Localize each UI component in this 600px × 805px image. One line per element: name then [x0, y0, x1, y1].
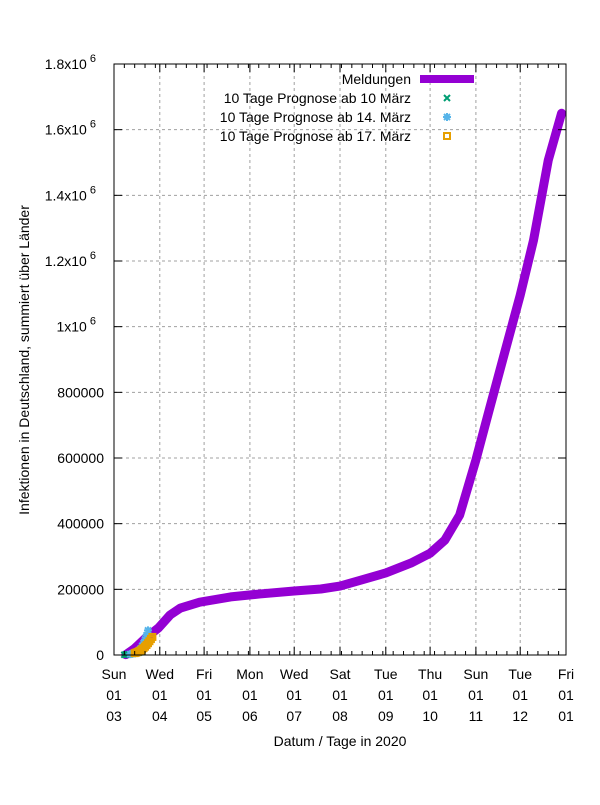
y-tick-label: 0 — [96, 647, 104, 663]
x-tick-label: Tue — [374, 666, 398, 682]
data-point — [143, 626, 152, 635]
y-tick-label: 200000 — [57, 581, 104, 597]
x-tick-label: 05 — [196, 708, 212, 724]
x-tick-label: Fri — [196, 666, 212, 682]
x-tick-label: 12 — [512, 708, 528, 724]
data-point — [142, 631, 151, 640]
x-tick-label: 08 — [332, 708, 348, 724]
x-tick-label: 03 — [106, 708, 122, 724]
x-tick-label: 01 — [422, 687, 438, 703]
y-tick-label: 400000 — [57, 516, 104, 532]
x-tick-label: 06 — [242, 708, 258, 724]
data-point — [443, 94, 451, 102]
x-tick-label: Tue — [508, 666, 532, 682]
x-tick-label: 04 — [152, 708, 168, 724]
y-tick-label: 1.6x10 6 — [45, 119, 96, 138]
x-tick-label: Wed — [146, 666, 175, 682]
x-tick-label: 01 — [152, 687, 168, 703]
y-tick-label: 1.2x10 6 — [45, 250, 96, 269]
data-point — [148, 632, 157, 641]
x-tick-label: 01 — [558, 687, 574, 703]
legend: Meldungen 10 Tage Prognose ab 10 März 10 T… — [220, 71, 474, 144]
x-tick-label: Mon — [236, 666, 263, 682]
x-tick-label: Wed — [280, 666, 309, 682]
x-tick-label: 01 — [242, 687, 258, 703]
x-tick-label: 11 — [469, 708, 484, 724]
x-tick-label: Sun — [102, 666, 127, 682]
x-tick-label: 01 — [378, 687, 394, 703]
x-tick-label: Sat — [329, 666, 350, 682]
x-tick-label: 01 — [106, 687, 122, 703]
x-tick-label: 01 — [286, 687, 302, 703]
data-point — [443, 132, 451, 140]
grid — [114, 64, 566, 655]
data-point — [443, 113, 451, 121]
x-axis-label: Datum / Tage in 2020 — [274, 733, 407, 749]
legend-label: 10 Tage Prognose ab 10 März — [224, 90, 411, 106]
legend-label: 10 Tage Prognose ab 17. März — [220, 128, 411, 144]
legend-label: Meldungen — [342, 71, 411, 87]
series-0 — [121, 108, 567, 660]
x-tick-label: 10 — [422, 708, 438, 724]
x-tick-label: 01 — [332, 687, 348, 703]
y-axis-label: Infektionen in Deutschland, summiert übe… — [16, 205, 32, 515]
y-tick-label: 1x10 6 — [56, 316, 96, 335]
x-tick-label: 01 — [512, 687, 528, 703]
y-tick-label: 600000 — [57, 450, 104, 466]
y-tick-label: 800000 — [57, 384, 104, 400]
legend-label: 10 Tage Prognose ab 14. März — [220, 109, 411, 125]
x-tick-label: 01 — [468, 687, 484, 703]
y-tick-label: 1.8x10 6 — [45, 53, 96, 72]
y-tick-label: 1.4x10 6 — [45, 184, 96, 203]
axes: 0 200000 400000 600000 800000 1x10 6 1.2x10 6 1… — [45, 53, 574, 724]
x-tick-label: 01 — [558, 708, 574, 724]
x-tick-label: Thu — [418, 666, 442, 682]
x-tick-label: Fri — [558, 666, 574, 682]
x-tick-label: 09 — [378, 708, 394, 724]
x-tick-label: Sun — [463, 666, 488, 682]
x-tick-label: 07 — [286, 708, 302, 724]
series-line — [121, 108, 567, 660]
x-tick-label: 01 — [196, 687, 212, 703]
